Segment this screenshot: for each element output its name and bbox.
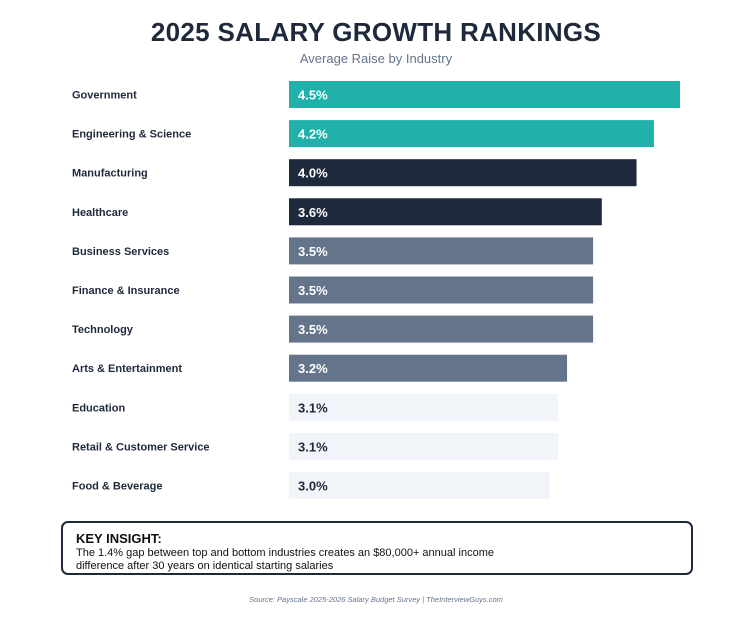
chart-title: 2025 SALARY GROWTH RANKINGS [150,17,602,47]
category-label: Manufacturing [72,168,148,180]
bar [289,237,594,265]
data-label: 3.5% [298,322,328,337]
category-label: Arts & Entertainment [72,363,182,375]
key-insight-box: KEY INSIGHT: The 1.4% gap between top an… [61,521,693,575]
category-label: Food & Beverage [72,481,162,493]
data-label: 4.2% [298,127,328,142]
bar [289,81,680,108]
category-label: Healthcare [72,207,128,219]
data-label: 3.5% [298,283,328,298]
key-insight-heading: KEY INSIGHT: [76,531,162,546]
data-label: 3.6% [298,205,328,220]
data-label: 3.5% [298,244,328,259]
data-label: 3.1% [298,439,328,454]
category-label: Finance & Insurance [72,285,180,297]
category-label: Retail & Customer Service [72,441,210,453]
chart-subtitle: Average Raise by Industry [299,51,453,66]
category-label: Education [72,402,125,414]
bar [289,120,654,148]
bar [289,198,602,226]
bar [289,159,637,187]
data-label: 4.0% [298,166,328,181]
bar-chart: Government 4.5% Engineering & Science 4.2% M… [72,81,680,499]
source-note: Source: Payscale 2025-2026 Salary Budget… [249,595,503,604]
category-label: Engineering & Science [72,129,191,141]
data-label: 3.1% [298,400,328,415]
data-label: 3.0% [298,479,328,494]
bar [289,393,559,421]
category-label: Government [72,90,137,102]
category-label: Business Services [72,246,169,258]
data-label: 3.2% [298,361,328,376]
bar [289,354,568,382]
bar [289,315,594,343]
bar [289,432,559,460]
key-insight-text: The 1.4% gap between top and bottom indu… [76,547,494,572]
data-label: 4.5% [298,88,328,103]
bar [289,472,550,499]
category-label: Technology [72,324,134,336]
bar [289,276,594,304]
